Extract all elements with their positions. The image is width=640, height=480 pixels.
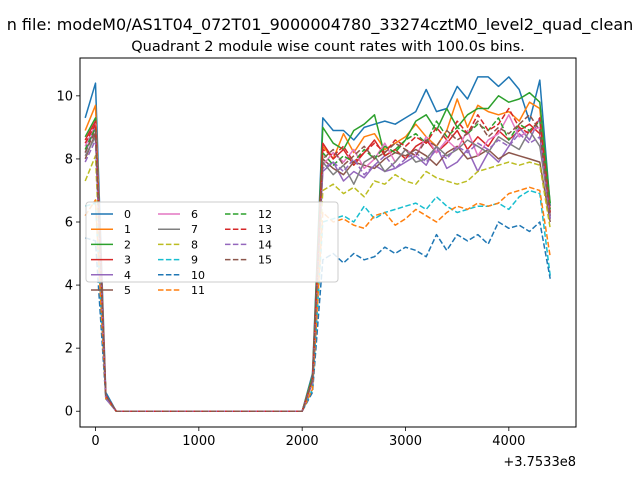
legend-frame [85,201,339,283]
plot-area-frame [79,57,577,428]
chart-title: Quadrant 2 module wise count rates with … [131,39,525,55]
series-line-8 [84,155,551,412]
legend-label-7: 7 [191,223,198,236]
legend-label-11: 11 [191,284,205,297]
series-line-13 [84,107,551,412]
legend-label-8: 8 [191,238,198,251]
x-tick-label: 0 [91,434,99,449]
series-line-15 [84,114,551,412]
legend-label-3: 3 [124,254,131,267]
legend-label-4: 4 [124,269,131,282]
legend-label-5: 5 [124,284,131,297]
x-tick-label: 2000 [286,434,319,449]
y-tick-label: 2 [65,342,73,357]
x-tick-label: 1000 [182,434,215,449]
legend-label-0: 0 [124,208,131,221]
y-tick-label: 8 [65,152,73,167]
legend-label-1: 1 [124,223,131,236]
x-tick-label: 4000 [492,434,525,449]
legend-label-2: 2 [124,238,131,251]
legend-label-9: 9 [191,254,198,267]
y-tick-label: 10 [56,89,73,104]
y-tick-label: 0 [65,405,73,420]
y-tick-label: 4 [65,279,73,294]
legend-label-6: 6 [191,208,198,221]
legend-label-15: 15 [258,254,272,267]
series-line-14 [84,132,551,412]
chart-suptitle: n file: modeM0/AS1T04_072T01_9000004780_… [7,15,634,35]
legend-label-14: 14 [258,238,272,251]
legend-label-13: 13 [258,223,272,236]
y-tick-label: 6 [65,216,73,231]
x-tick-label: 3000 [389,434,422,449]
y-axis: 0 2 4 6 8 10 [56,89,80,420]
legend-label-10: 10 [191,269,205,282]
legend-label-12: 12 [258,208,272,221]
x-axis-offset-label: +3.7533e8 [503,455,576,470]
x-axis: 0 1000 2000 3000 4000 [91,427,525,449]
